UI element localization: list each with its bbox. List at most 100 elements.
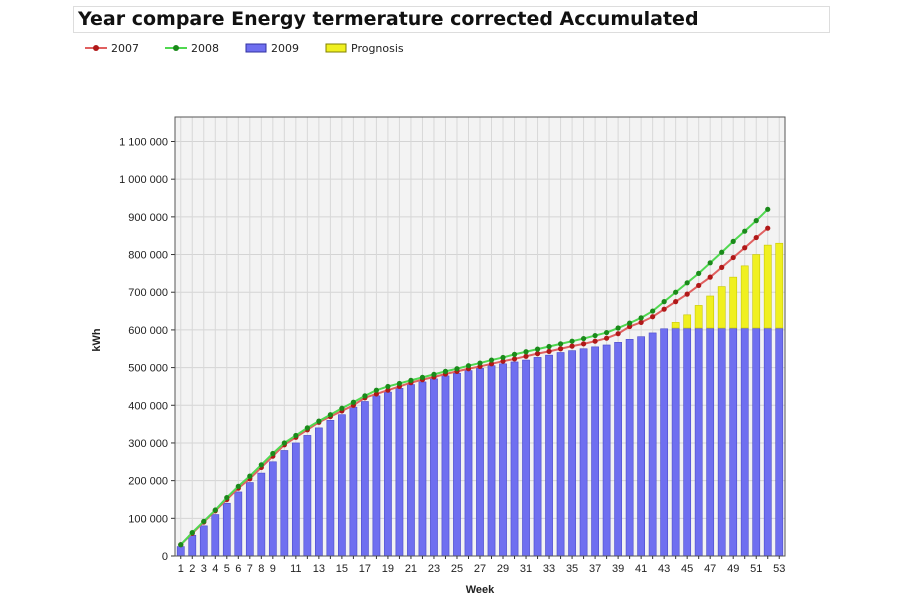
point-2008 [719, 249, 725, 255]
bar-2009 [476, 368, 484, 557]
point-2008 [684, 280, 690, 286]
point-2008 [615, 325, 621, 331]
x-tick-label: 11 [290, 563, 301, 575]
x-tick-label: 2 [189, 563, 195, 575]
point-2008 [224, 494, 230, 501]
bar-2009 [245, 482, 254, 557]
point-2007 [534, 351, 541, 357]
x-tick-label: 8 [258, 563, 264, 575]
legend-item-prognosis: Prognosis [325, 40, 404, 56]
bar-2009 [222, 502, 231, 557]
point-2007 [696, 282, 702, 289]
point-2007 [638, 319, 644, 325]
legend-item-2008: 2008 [165, 40, 219, 56]
x-tick-label: 4 [212, 563, 218, 575]
bar-2009 [487, 365, 496, 557]
x-tick-label: 1 [178, 563, 184, 575]
point-2008 [523, 349, 529, 355]
y-axis-label: kWh [91, 328, 103, 352]
point-2008 [696, 270, 702, 276]
legend: 2007 2008 2009 Prognosis [85, 40, 430, 56]
point-2008 [247, 473, 253, 479]
bar-2009 [257, 472, 266, 557]
point-2007 [569, 343, 575, 349]
point-2008 [580, 335, 587, 342]
point-2008 [534, 346, 541, 352]
x-tick-label: 39 [612, 563, 624, 575]
y-tick-label: 100 000 [128, 513, 168, 525]
bar-2009 [291, 442, 300, 557]
bar-prognosis [671, 322, 680, 329]
x-tick-label: 5 [224, 563, 230, 575]
point-2008 [396, 380, 403, 387]
legend-line-marker-icon [85, 45, 107, 51]
point-2008 [373, 387, 380, 393]
bar-2009 [625, 339, 634, 557]
y-tick-label: 1 000 000 [119, 174, 168, 186]
bar-2009 [326, 420, 335, 557]
point-2008 [339, 405, 345, 411]
point-2008 [385, 383, 391, 390]
legend-line-marker-icon [165, 45, 187, 51]
x-tick-label: 23 [428, 563, 440, 575]
bar-2009 [510, 361, 519, 557]
point-2008 [488, 357, 495, 363]
bar-2009 [188, 534, 197, 557]
point-2008 [569, 338, 575, 344]
point-2008 [178, 542, 184, 548]
point-2008 [362, 393, 368, 399]
bar-prognosis [694, 305, 703, 329]
point-2008 [627, 320, 633, 326]
point-2008 [270, 450, 276, 457]
point-2007 [742, 245, 748, 251]
chart-title-box: Year compare Energy termerature correcte… [73, 6, 830, 33]
bar-2009 [234, 491, 243, 557]
bar-2009 [763, 327, 772, 557]
x-tick-label: 37 [589, 563, 601, 575]
x-tick-label: 13 [313, 563, 325, 575]
x-tick-label: 3 [201, 563, 207, 575]
point-2008 [707, 260, 713, 266]
bar-2009 [430, 378, 438, 557]
legend-item-2009: 2009 [245, 40, 299, 56]
point-2008 [431, 371, 437, 377]
x-tick-label: 51 [750, 563, 762, 575]
bar-2009 [533, 357, 542, 557]
point-2007 [661, 306, 667, 312]
point-2007 [373, 391, 380, 397]
line-2008 [180, 208, 769, 546]
bar-2009 [706, 327, 715, 557]
bar-2009 [199, 525, 208, 557]
x-axis-label: Week [466, 584, 495, 596]
bar-prognosis [775, 242, 784, 329]
point-2007 [546, 348, 552, 354]
y-tick-label: 200 000 [128, 476, 168, 488]
bar-2009 [314, 427, 323, 557]
bar-2009 [591, 346, 599, 557]
bar-prognosis [706, 295, 715, 329]
point-2008 [604, 329, 610, 336]
point-2008 [419, 374, 426, 380]
bar-prognosis [752, 254, 761, 329]
x-tick-label: 17 [359, 563, 371, 575]
y-tick-label: 600 000 [128, 325, 168, 337]
point-2008 [673, 289, 679, 295]
bar-2009 [211, 514, 220, 557]
legend-label: Prognosis [351, 41, 404, 55]
point-2007 [592, 338, 598, 344]
legend-label: 2009 [271, 41, 299, 55]
bar-2009 [280, 450, 289, 557]
bar-2009 [568, 350, 576, 557]
bar-2009 [752, 327, 761, 557]
x-tick-label: 33 [543, 563, 555, 575]
legend-item-2007: 2007 [85, 40, 139, 56]
point-2008 [477, 360, 483, 366]
point-2008 [189, 530, 195, 536]
bar-2009 [372, 395, 381, 557]
x-tick-label: 35 [566, 563, 578, 575]
y-tick-label: 900 000 [128, 212, 168, 224]
point-2007 [719, 264, 725, 270]
y-tick-label: 1 100 000 [119, 136, 168, 148]
bar-2009 [740, 327, 749, 557]
